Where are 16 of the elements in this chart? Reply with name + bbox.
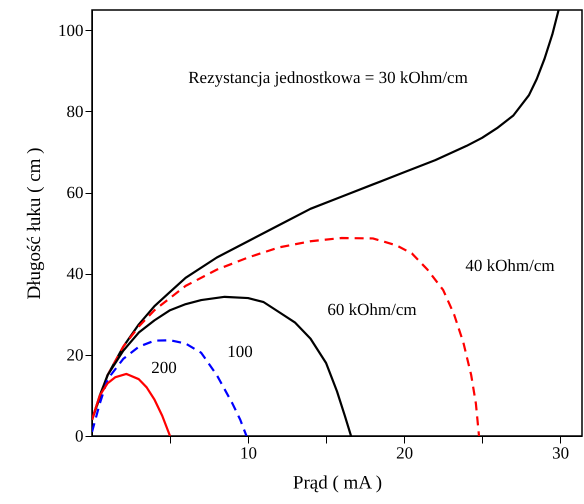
y-tick-label: 80 (66, 102, 84, 121)
series-label: 60 kOhm/cm (327, 300, 417, 319)
x-tick-label: 30 (552, 444, 570, 462)
y-tick-label: 100 (58, 20, 84, 40)
y-tick-label: 20 (66, 345, 84, 364)
text: Rezystancja jednostkowa = 30 kOhm/cm (188, 68, 468, 87)
y-tick-label: 60 (66, 183, 84, 202)
series-label: 100 (227, 342, 253, 361)
x-tick-label: 20 (396, 444, 414, 462)
y-tick-label: 40 (66, 264, 84, 284)
series-label: 200 (151, 358, 177, 377)
y-axis-title: Długość łuku ( cm ) (24, 148, 45, 300)
x-axis-title: Prąd ( mA ) (292, 472, 382, 494)
x-tick-label: 10 (240, 444, 258, 462)
y-tick-label: 0 (75, 426, 84, 446)
series-label: 40 kOhm/cm (465, 256, 555, 275)
